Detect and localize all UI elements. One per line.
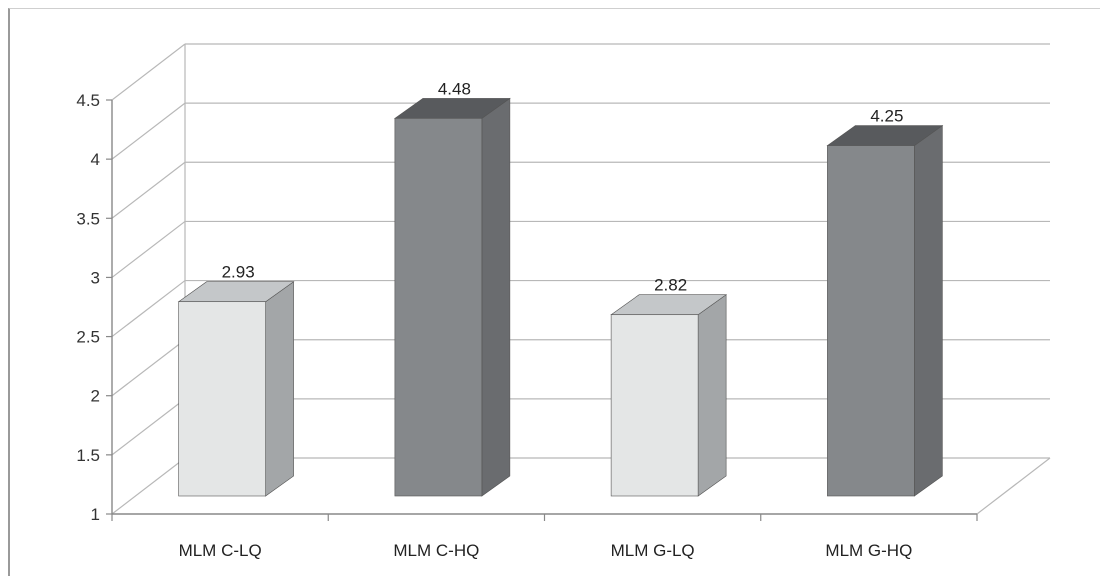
bar-2 [393, 97, 511, 497]
floor-right-edge [976, 457, 1051, 515]
x-tick-label: MLM C-HQ [393, 541, 479, 560]
bar [610, 314, 699, 497]
chart-border [8, 8, 1100, 576]
bar [827, 145, 915, 497]
bar-3 [610, 294, 728, 497]
gridline-diagonal [111, 161, 186, 219]
bar-side [914, 124, 943, 497]
x-tick-label: MLM G-HQ [825, 541, 912, 560]
bar [394, 118, 483, 497]
y-tick-label: 2.5 [76, 328, 100, 347]
gridline-diagonal [111, 102, 186, 160]
gridline-diagonal [111, 339, 186, 397]
x-tick-label: MLM G-LQ [611, 541, 695, 560]
axes [106, 99, 978, 521]
y-tick-label: 4 [91, 150, 100, 169]
y-tick-label: 4.5 [76, 91, 100, 110]
bar-side [697, 294, 727, 497]
data-label: 4.48 [438, 79, 471, 98]
gridline-diagonal [111, 457, 186, 515]
y-tick-label: 3 [91, 268, 100, 287]
bars [177, 97, 944, 497]
gridline-diagonal [111, 43, 186, 101]
x-tick-label: MLM C-LQ [179, 541, 262, 560]
bar-4 [826, 124, 944, 497]
y-tick-label: 3.5 [76, 209, 100, 228]
bar-side [481, 97, 511, 497]
labels: 1 1.5 2 2.5 3 3.5 4 4.5 2.93 MLM C-LQ 4.48 MLM C-HQ… [76, 79, 912, 560]
y-tick-label: 1 [91, 505, 100, 524]
gridline-diagonal [111, 398, 186, 456]
data-label: 4.25 [870, 107, 903, 126]
bar-side [265, 281, 294, 497]
gridline-diagonal [111, 220, 186, 278]
y-tick-label: 1.5 [76, 446, 100, 465]
bar-1 [177, 281, 295, 497]
data-label: 2.82 [654, 276, 687, 295]
y-tick-label: 2 [91, 387, 100, 406]
gridline-diagonal [111, 280, 186, 338]
bar [178, 301, 266, 497]
data-label: 2.93 [222, 263, 255, 282]
